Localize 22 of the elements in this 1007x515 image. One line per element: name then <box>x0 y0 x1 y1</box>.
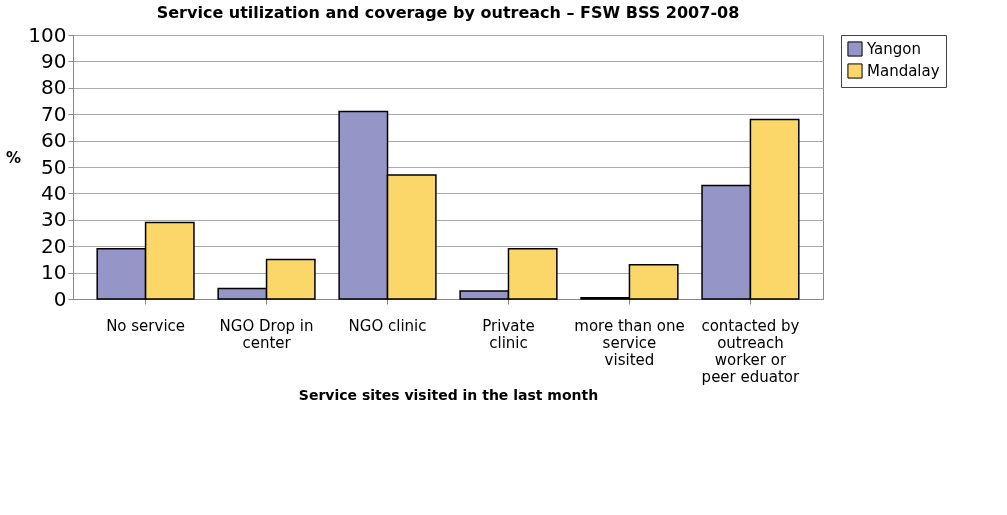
y-tick-label: 0 <box>53 286 67 311</box>
y-tick-label: 30 <box>41 207 67 232</box>
y-tick-label: 20 <box>41 233 67 258</box>
y-axis-title: % <box>5 148 22 167</box>
x-tick-label: No service <box>106 316 186 335</box>
y-tick-label: 90 <box>41 48 67 73</box>
x-tick-label: Private clinic <box>482 316 535 352</box>
y-tick-label: 60 <box>41 128 67 153</box>
x-tick-label: NGO Drop in center <box>219 316 314 352</box>
y-tick-label: 40 <box>41 180 67 205</box>
x-tick-label: NGO clinic <box>348 316 427 335</box>
x-tick-label: contacted by outreach worker or peer eduator <box>701 316 801 386</box>
chart-title: Service utilization and coverage by outreach – FSW BSS 2007-08 <box>156 3 740 22</box>
y-tick-label: 80 <box>41 75 67 100</box>
x-tick-label: more than one service visited <box>574 316 685 369</box>
y-tick-label: 70 <box>41 101 67 126</box>
y-tick-label: 50 <box>41 154 67 179</box>
x-axis-title: Service sites visited in the last month <box>298 386 599 403</box>
legend-label: Yangon <box>866 40 922 58</box>
legend-label: Mandalay <box>867 62 940 80</box>
y-tick-label: 10 <box>41 260 67 285</box>
y-tick-label: 100 <box>28 22 67 47</box>
